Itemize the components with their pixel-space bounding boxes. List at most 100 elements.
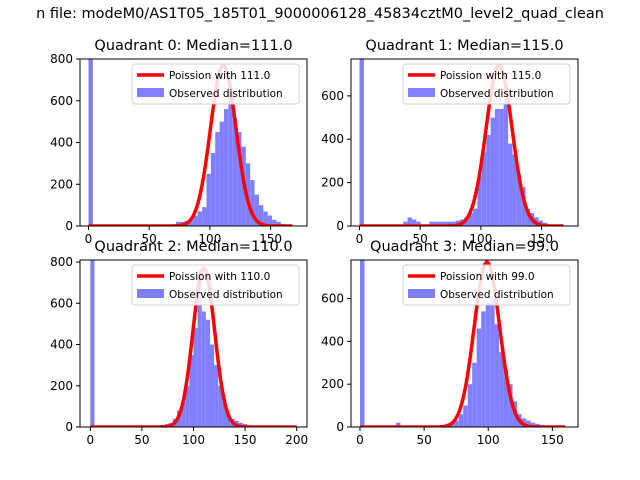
legend: Poission with 115.0 Observed distribution xyxy=(402,63,571,105)
histogram-bar xyxy=(263,211,268,226)
legend-hist-swatch xyxy=(137,289,164,298)
legend-hist-swatch xyxy=(137,88,164,97)
histogram-bar xyxy=(473,208,478,226)
histogram-bar xyxy=(185,385,190,427)
histogram-bar xyxy=(226,414,231,427)
histogram-bar xyxy=(454,420,459,427)
x-tick-label: 50 xyxy=(413,232,428,246)
y-tick-label: 200 xyxy=(321,377,344,391)
legend: Poission with 111.0 Observed distribution xyxy=(131,63,300,105)
histogram-bar xyxy=(254,194,259,226)
histogram-bar xyxy=(232,117,238,226)
histogram-bar xyxy=(250,180,255,226)
histogram-bar xyxy=(359,260,365,427)
x-tick-label: 50 xyxy=(416,433,431,447)
histogram-bar xyxy=(468,212,474,226)
y-tick-label: 0 xyxy=(65,219,73,233)
histogram-bar xyxy=(411,219,417,226)
x-tick-label: 100 xyxy=(198,232,221,246)
legend-line-label: Poission with 115.0 xyxy=(440,70,541,82)
y-tick-label: 200 xyxy=(50,379,73,393)
axes-frame xyxy=(350,58,579,227)
quadrant-1-panel: 0 50 100 150 0 200 400 600 Quadrant 1: Median=11… xyxy=(321,38,579,246)
histogram-bar xyxy=(193,328,198,427)
quadrant-0-panel: 0 50 100 150 0 200 400 600 800 Quadrant 0: Median… xyxy=(50,38,308,246)
x-tick-label: 150 xyxy=(530,232,553,246)
x-tick-label: 200 xyxy=(285,433,308,447)
histogram-bar xyxy=(223,109,229,226)
legend: Poission with 99.0 Observed distribution xyxy=(402,264,571,306)
histogram-bar xyxy=(472,362,477,427)
histogram-bar xyxy=(486,134,491,226)
histogram-bar xyxy=(181,402,186,427)
x-tick-label: 50 xyxy=(134,433,149,447)
histogram-bar xyxy=(237,132,242,226)
legend-hist-swatch xyxy=(408,289,435,298)
histogram-bar xyxy=(490,298,495,427)
histogram-bar xyxy=(463,405,468,427)
poisson-curve xyxy=(358,63,565,226)
histogram-bar xyxy=(210,344,215,427)
y-tick-label: 600 xyxy=(50,296,73,310)
x-tick-label: 100 xyxy=(477,433,500,447)
x-tick-label: 0 xyxy=(86,433,94,447)
quadrant-2-plot-area xyxy=(89,260,298,427)
legend: Poission with 110.0 Observed distribution xyxy=(131,264,300,306)
histogram-bar xyxy=(218,385,223,427)
histogram-bar xyxy=(403,221,408,226)
y-tick-label: 0 xyxy=(336,420,344,434)
histogram-bar xyxy=(467,384,473,427)
x-tick-label: 150 xyxy=(259,232,282,246)
legend-line-label: Poission with 110.0 xyxy=(169,271,270,283)
histogram-bar xyxy=(228,92,233,226)
histogram-bar xyxy=(407,217,412,226)
axes-frame xyxy=(350,259,579,428)
histogram-bar xyxy=(272,219,277,226)
histogram-bar xyxy=(508,384,513,427)
histogram-bar xyxy=(90,260,95,427)
y-tick-label: 800 xyxy=(50,52,73,66)
histogram-bar xyxy=(503,369,509,427)
legend-line-label: Poission with 111.0 xyxy=(169,70,270,82)
figure-suptitle: n file: modeM0/AS1T05_185T01_9000006128_… xyxy=(36,6,604,22)
histogram-bar xyxy=(222,402,227,427)
y-tick-label: 200 xyxy=(321,176,344,190)
poisson-curve xyxy=(89,266,298,427)
y-tick-label: 200 xyxy=(50,177,73,191)
histogram-bar xyxy=(88,59,93,226)
histogram-bar xyxy=(526,420,531,427)
histogram-bar xyxy=(438,221,443,226)
histogram-bar xyxy=(359,59,364,226)
legend-hist-label: Observed distribution xyxy=(440,289,554,301)
histogram-bar xyxy=(458,414,464,427)
histogram-bar xyxy=(476,328,482,427)
legend-hist-swatch xyxy=(408,88,435,97)
histogram-bar xyxy=(525,208,530,226)
y-tick-label: 0 xyxy=(65,420,73,434)
histogram-bar xyxy=(485,302,491,427)
histogram-bar xyxy=(494,108,500,226)
y-tick-label: 600 xyxy=(50,94,73,108)
subplot-title: Quadrant 3: Median=99.0 xyxy=(370,239,559,255)
histogram-bar xyxy=(451,221,456,226)
histogram-bar xyxy=(446,221,452,226)
subplot-title: Quadrant 2: Median=110.0 xyxy=(94,239,292,255)
y-tick-label: 400 xyxy=(321,334,344,348)
subplot-title: Quadrant 0: Median=111.0 xyxy=(94,38,292,54)
histogram-bar xyxy=(521,186,526,226)
y-tick-label: 600 xyxy=(321,89,344,103)
legend-box xyxy=(131,264,300,306)
legend-box xyxy=(402,264,571,306)
histogram-bar xyxy=(530,422,536,427)
histogram-bar xyxy=(205,319,211,427)
legend-line-label: Poission with 99.0 xyxy=(440,271,535,283)
histogram-bar xyxy=(512,154,517,226)
histogram-bar xyxy=(193,215,198,226)
x-tick-label: 50 xyxy=(142,232,157,246)
histogram-bar xyxy=(477,176,482,226)
histogram-bar xyxy=(258,205,264,226)
histogram-bar xyxy=(508,143,513,226)
histogram-bar xyxy=(429,221,434,226)
y-tick-label: 0 xyxy=(336,219,344,233)
